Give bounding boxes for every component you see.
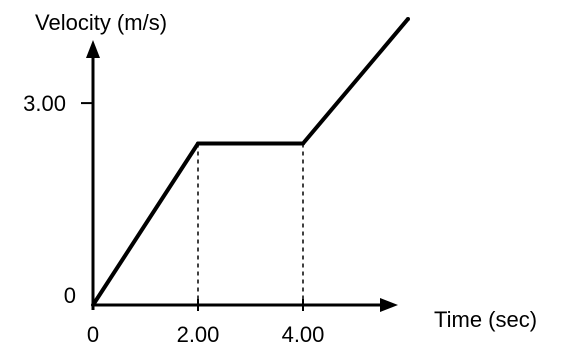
series-point-0 (91, 303, 95, 307)
x-tick-label-0: 0 (87, 322, 99, 347)
y-axis-arrowhead (86, 40, 100, 58)
x-tick-label-1: 2.00 (177, 322, 220, 347)
y-tick-label-1: 3.00 (23, 91, 66, 116)
x-axis-title: Time (sec) (434, 307, 537, 332)
x-axis-arrowhead (380, 298, 398, 312)
series-point-2 (301, 141, 305, 146)
axes (86, 40, 398, 312)
y-tick-label-0: 0 (64, 283, 76, 308)
series-point-3 (406, 16, 410, 21)
x-tick-label-2: 4.00 (282, 322, 325, 347)
velocity-series-line (91, 17, 410, 307)
y-axis-title: Velocity (m/s) (35, 10, 167, 35)
series-point-1 (196, 141, 200, 146)
